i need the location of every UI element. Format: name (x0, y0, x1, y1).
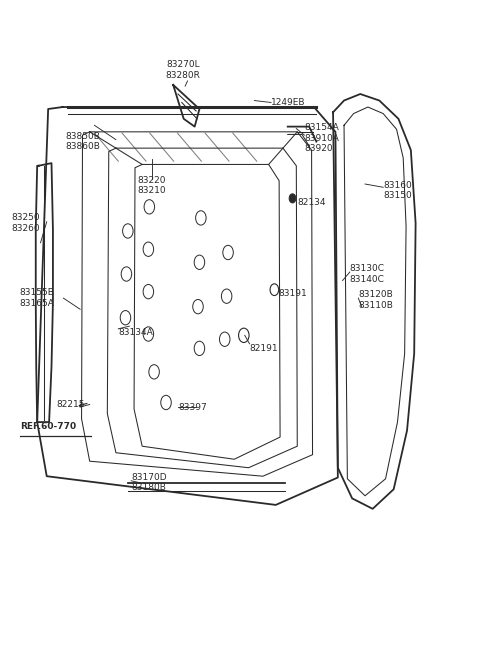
Circle shape (289, 194, 296, 203)
Text: 1249EB: 1249EB (271, 98, 305, 107)
Text: 83250
83260: 83250 83260 (11, 214, 39, 233)
Text: 83160
83150: 83160 83150 (383, 181, 412, 200)
Text: REF.60-770: REF.60-770 (21, 422, 77, 431)
Text: 82215: 82215 (56, 400, 85, 409)
Text: 83154A
83910A
83920: 83154A 83910A 83920 (304, 123, 339, 153)
Text: 83397: 83397 (178, 403, 207, 411)
Text: 83134A: 83134A (118, 328, 153, 337)
Text: 83850B
83860B: 83850B 83860B (65, 132, 100, 151)
Text: 83220
83210: 83220 83210 (137, 176, 166, 195)
Text: 83191: 83191 (278, 289, 307, 298)
Text: 83155B
83165A: 83155B 83165A (20, 288, 54, 308)
Text: 82134: 82134 (297, 198, 326, 207)
Text: 83130C
83140C: 83130C 83140C (350, 265, 385, 284)
Text: 83270L
83280R: 83270L 83280R (165, 60, 200, 79)
Text: 83170D
83180B: 83170D 83180B (131, 473, 167, 493)
Text: 83120B
83110B: 83120B 83110B (359, 290, 393, 310)
Text: 82191: 82191 (250, 344, 278, 353)
